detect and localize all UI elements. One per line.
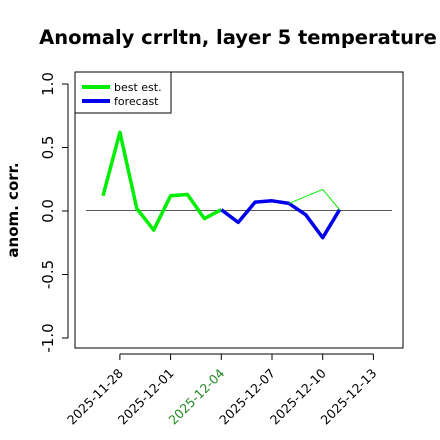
- plot-frame: [74, 71, 404, 349]
- series-line-best-est: [101, 130, 223, 232]
- x-axis: 2025-11-282025-12-012025-12-042025-12-07…: [64, 353, 380, 427]
- y-axis: -1.0 -0.5 0.0 0.5 1.0: [39, 72, 69, 353]
- series-line-forecast: [220, 199, 342, 240]
- legend-label-best-est: best est.: [114, 81, 162, 94]
- series-line-thin-best-est: [288, 188, 340, 211]
- y-tick-label: -0.5: [39, 260, 57, 289]
- y-tick-label: 0.0: [39, 199, 57, 223]
- y-tick-label: 0.5: [39, 136, 57, 160]
- legend-label-forecast: forecast: [114, 95, 159, 108]
- chart-title: Anomaly crrltn, layer 5 temperature: [39, 26, 437, 49]
- y-tick-label: 1.0: [39, 72, 57, 96]
- legend: best est. forecast: [74, 71, 172, 114]
- y-axis-label: anom. corr.: [4, 162, 22, 257]
- y-tick-label: -1.0: [39, 323, 57, 352]
- series-layer: [101, 130, 342, 240]
- legend-box: [74, 71, 172, 114]
